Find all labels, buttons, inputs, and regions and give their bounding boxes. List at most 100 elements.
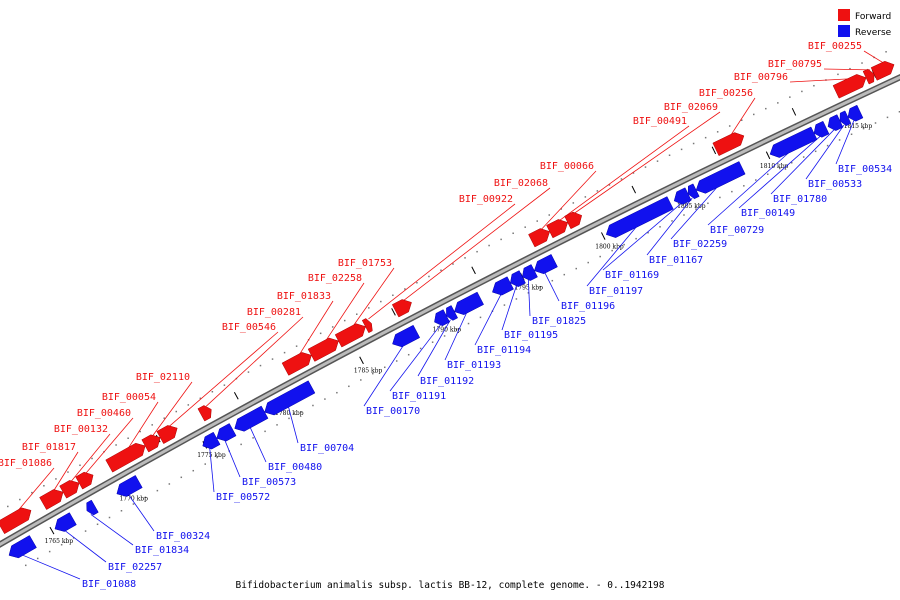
- gene-label-forward[interactable]: BIF_00795: [768, 59, 822, 70]
- gene-forward-bif_01753[interactable]: [334, 323, 366, 348]
- gene-forward-bif_00460[interactable]: [75, 471, 94, 490]
- gene-label-forward[interactable]: BIF_00546: [222, 322, 276, 333]
- gene-forward-bif_00546[interactable]: [156, 425, 178, 445]
- gene-reverse-bif_01196[interactable]: [534, 254, 558, 275]
- leader-reverse: [209, 448, 215, 493]
- grid-dot: [144, 496, 147, 499]
- gene-label-reverse[interactable]: BIF_01194: [477, 345, 531, 356]
- gene-label-forward[interactable]: BIF_00281: [247, 307, 301, 318]
- gene-label-forward[interactable]: BIF_02258: [308, 273, 362, 284]
- gene-label-forward[interactable]: BIF_01833: [277, 291, 331, 302]
- gene-label-reverse[interactable]: BIF_00533: [808, 179, 862, 190]
- gene-reverse-bif_00170[interactable]: [392, 324, 421, 348]
- gene-label-forward[interactable]: BIF_01753: [338, 258, 392, 269]
- gene-label-forward[interactable]: BIF_00255: [808, 41, 862, 52]
- gene-forward-bif_00922[interactable]: [361, 318, 373, 334]
- gene-forward-bif_00255[interactable]: [870, 60, 895, 81]
- gene-forward-bif_00281[interactable]: [197, 405, 212, 422]
- label-leader-lines: [15, 50, 885, 580]
- leader-forward: [540, 170, 597, 231]
- gene-label-reverse[interactable]: BIF_01191: [392, 391, 446, 402]
- gene-label-reverse[interactable]: BIF_01196: [561, 301, 615, 312]
- gene-reverse-bif_00149[interactable]: [813, 120, 830, 138]
- gene-reverse-bif_01193[interactable]: [454, 291, 484, 315]
- grid-dot: [563, 273, 566, 276]
- gene-reverse-bif_01825[interactable]: [522, 264, 538, 281]
- gene-forward-bif_00491[interactable]: [546, 219, 569, 239]
- gene-reverse-bif_01194[interactable]: [492, 276, 514, 296]
- grid-dot: [536, 220, 538, 222]
- gene-label-reverse[interactable]: BIF_00729: [710, 225, 764, 236]
- gene-forward-bif_01817[interactable]: [39, 489, 64, 510]
- gene-label-reverse[interactable]: BIF_01192: [420, 376, 474, 387]
- gene-reverse-bif_00704[interactable]: [264, 380, 316, 416]
- gene-reverse-bif_01197[interactable]: [605, 196, 674, 238]
- gene-label-forward[interactable]: BIF_00922: [459, 194, 513, 205]
- grid-dot: [252, 437, 254, 439]
- gene-label-reverse[interactable]: BIF_01780: [773, 194, 827, 205]
- gene-label-forward[interactable]: BIF_02069: [664, 102, 718, 113]
- gene-forward-bif_02068[interactable]: [391, 299, 412, 318]
- gene-label-reverse[interactable]: BIF_01088: [82, 579, 136, 590]
- gene-label-reverse[interactable]: BIF_02259: [673, 239, 727, 250]
- gene-label-forward[interactable]: BIF_02068: [494, 178, 548, 189]
- gene-label-forward[interactable]: BIF_00460: [77, 408, 131, 419]
- gene-reverse-bif_00729[interactable]: [769, 126, 818, 158]
- gene-reverse-bif_00534[interactable]: [847, 104, 864, 122]
- gene-reverse-bif_00572[interactable]: [202, 431, 221, 450]
- gene-label-forward[interactable]: BIF_02110: [136, 372, 190, 383]
- gene-reverse-bif_01834[interactable]: [86, 499, 99, 516]
- gene-label-forward[interactable]: BIF_01086: [0, 458, 52, 469]
- gene-label-reverse[interactable]: BIF_01834: [135, 545, 189, 556]
- gene-label-reverse[interactable]: BIF_00572: [216, 492, 270, 503]
- grid-dot: [31, 491, 33, 494]
- gene-label-reverse[interactable]: BIF_01197: [589, 286, 643, 297]
- gene-forward-bif_02258[interactable]: [307, 337, 339, 362]
- grid-dot: [72, 537, 75, 539]
- gene-reverse-bif_02259[interactable]: [695, 161, 746, 194]
- gene-forward-bif_00796[interactable]: [832, 74, 867, 99]
- gene-label-reverse[interactable]: BIF_00324: [156, 531, 210, 542]
- gene-forward-bif_00132[interactable]: [59, 480, 80, 499]
- grid-dot: [790, 162, 793, 164]
- gene-reverse-bif_00324[interactable]: [116, 475, 143, 497]
- grid-dot: [837, 73, 839, 76]
- gene-label-forward[interactable]: BIF_00054: [102, 392, 156, 403]
- gene-label-reverse[interactable]: BIF_01193: [447, 360, 501, 371]
- gene-label-forward[interactable]: BIF_01817: [22, 442, 76, 453]
- gene-label-reverse[interactable]: BIF_00170: [366, 406, 420, 417]
- gene-label-forward[interactable]: BIF_00796: [734, 72, 788, 83]
- gene-forward-bif_02110[interactable]: [141, 434, 161, 453]
- gene-label-reverse[interactable]: BIF_00534: [838, 164, 892, 175]
- gene-forward-bif_01833[interactable]: [281, 352, 312, 376]
- gene-label-reverse[interactable]: BIF_00704: [300, 443, 354, 454]
- gene-label-reverse[interactable]: BIF_00573: [242, 477, 296, 488]
- gene-forward-bif_00795[interactable]: [862, 68, 875, 85]
- gene-label-reverse[interactable]: BIF_02257: [108, 562, 162, 573]
- gene-forward-bif_02069[interactable]: [564, 211, 583, 230]
- leader-forward: [863, 50, 885, 64]
- gene-label-reverse[interactable]: BIF_01825: [532, 316, 586, 327]
- gene-reverse-bif_01088[interactable]: [8, 535, 37, 559]
- gene-reverse-bif_00573[interactable]: [216, 423, 237, 442]
- gene-forward-bif_00054[interactable]: [105, 442, 146, 473]
- gene-forward-bif_00256[interactable]: [712, 132, 745, 156]
- gene-label-reverse[interactable]: BIF_01167: [649, 255, 703, 266]
- gene-label-forward[interactable]: BIF_00256: [699, 88, 753, 99]
- gene-reverse-bif_02257[interactable]: [54, 512, 77, 532]
- gene-label-forward[interactable]: BIF_00491: [633, 116, 687, 127]
- grid-dot: [283, 351, 286, 354]
- gene-label-reverse[interactable]: BIF_00480: [268, 462, 322, 473]
- minor-tick: [631, 185, 637, 194]
- leader-forward: [152, 381, 193, 436]
- gene-label-reverse[interactable]: BIF_01195: [504, 330, 558, 341]
- grid-dot: [500, 238, 502, 241]
- grid-dot: [455, 329, 458, 331]
- grid-dot: [19, 498, 21, 501]
- gene-forward-bif_01086[interactable]: [0, 507, 32, 535]
- gene-label-reverse[interactable]: BIF_00149: [741, 208, 795, 219]
- gene-label-forward[interactable]: BIF_00066: [540, 161, 594, 172]
- gene-label-forward[interactable]: BIF_00132: [54, 424, 108, 435]
- gene-forward-bif_00066[interactable]: [528, 228, 551, 248]
- gene-label-reverse[interactable]: BIF_01169: [605, 270, 659, 281]
